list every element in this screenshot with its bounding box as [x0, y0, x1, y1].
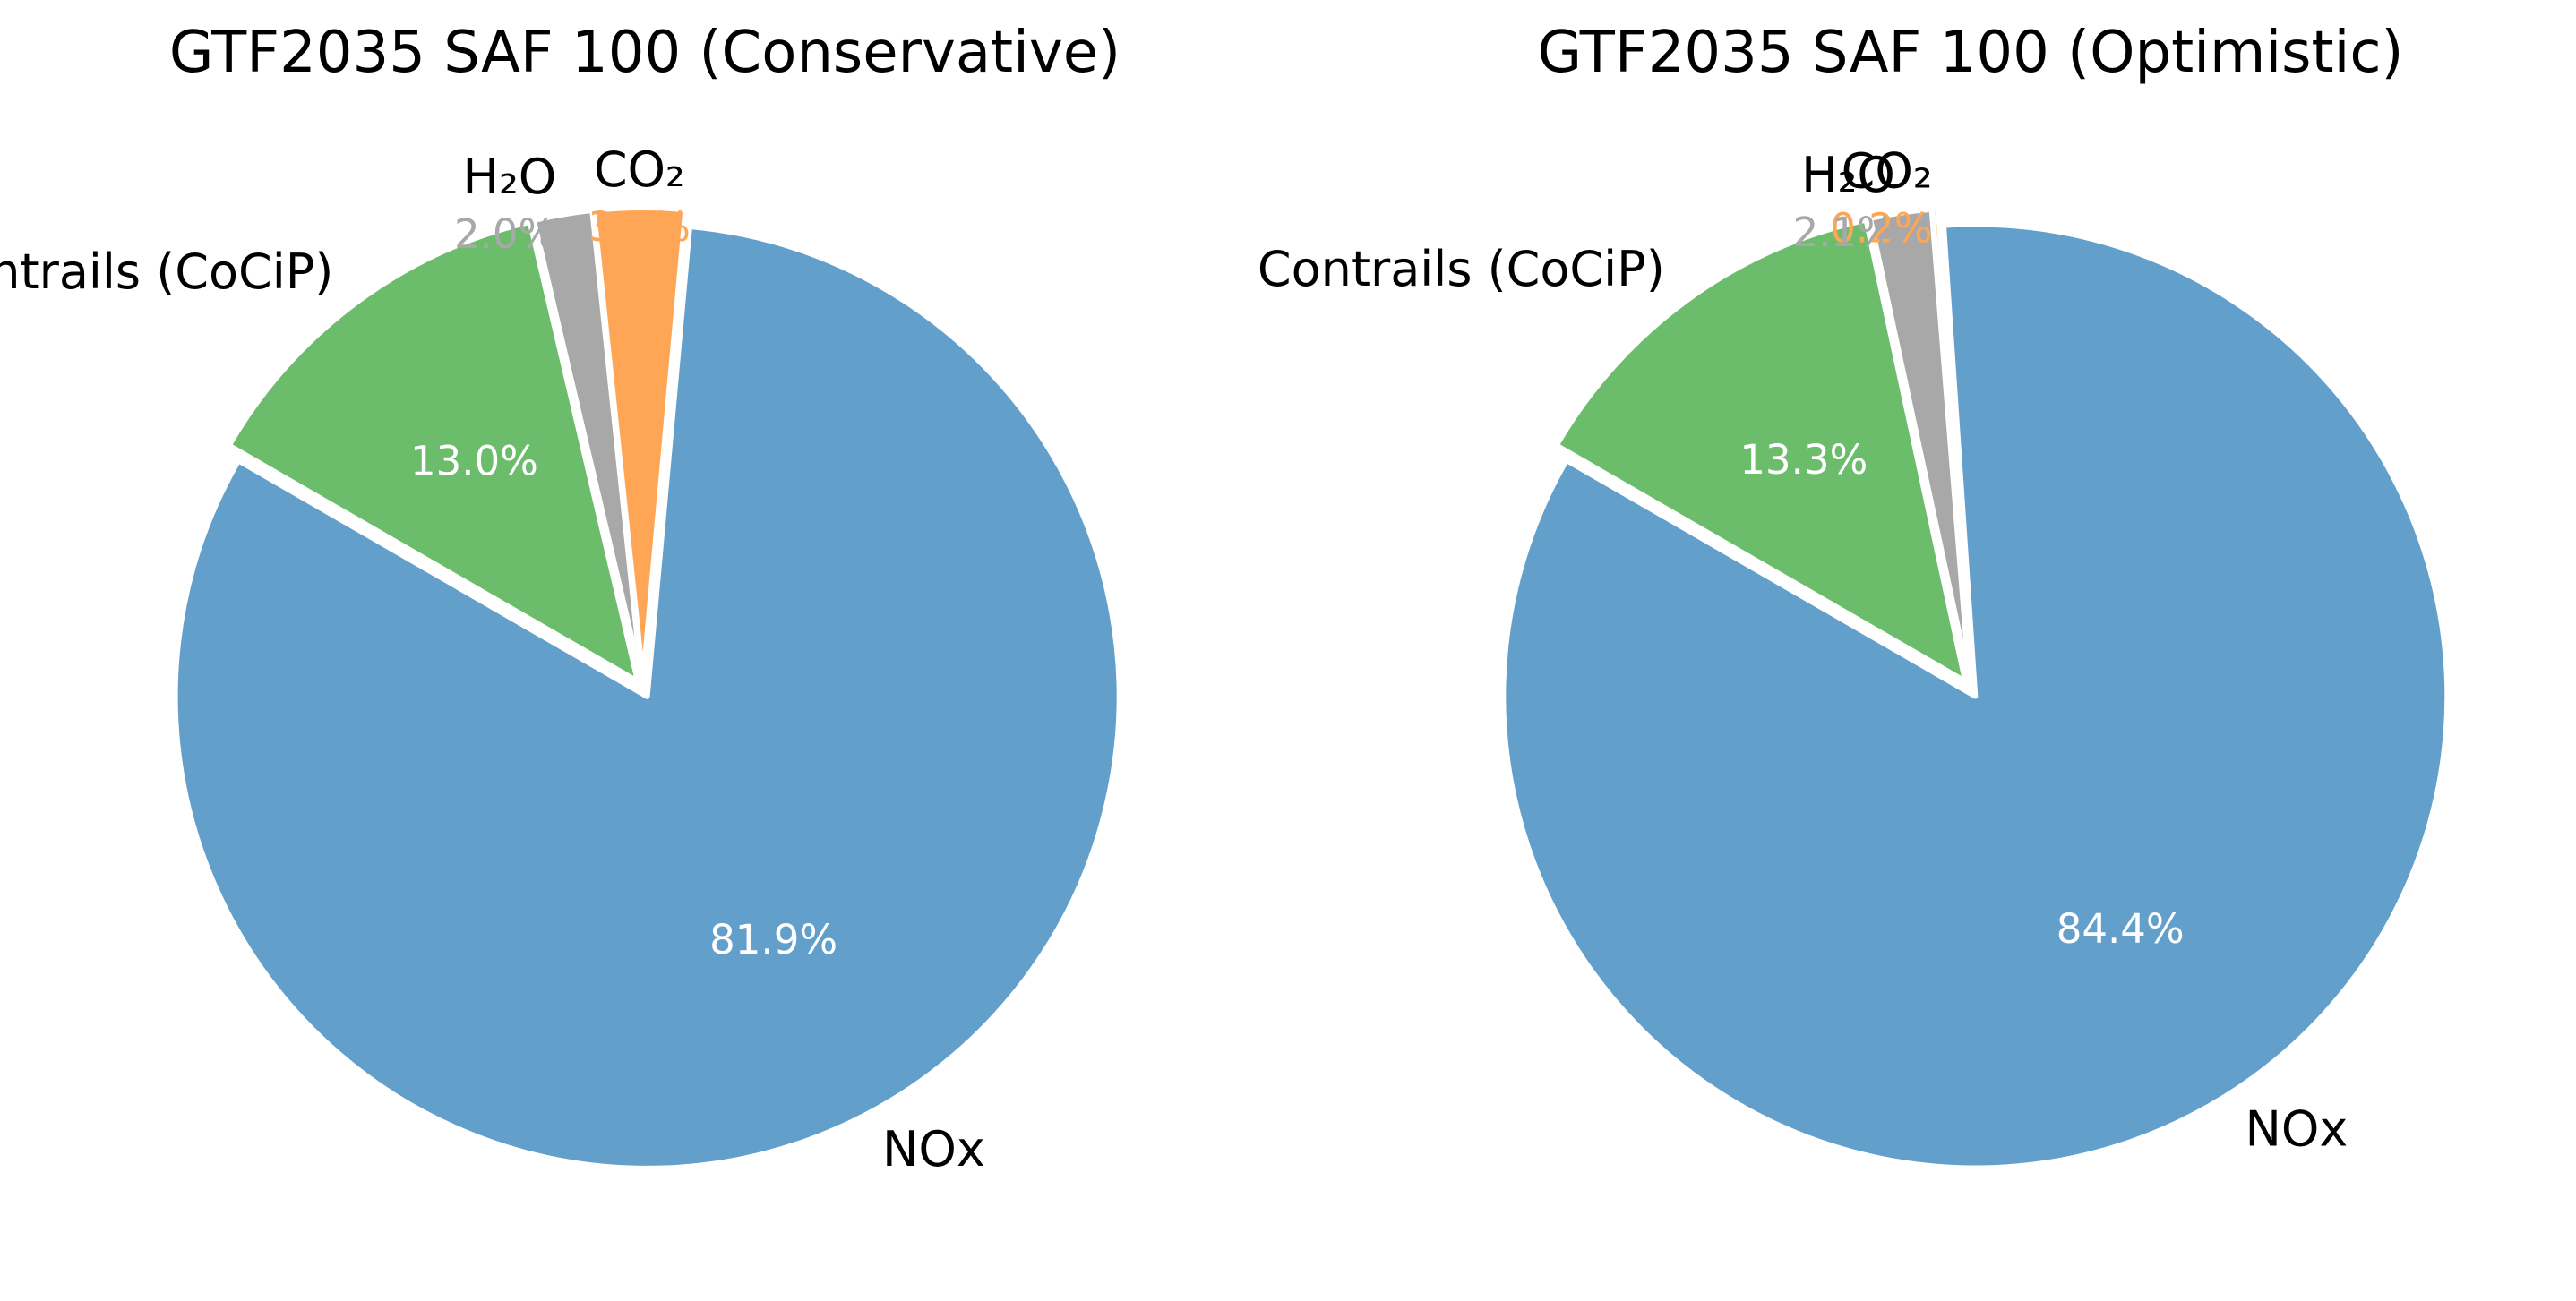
- slice-label-contrails-cocip: Contrails (CoCiP): [0, 244, 333, 300]
- chart-title: GTF2035 SAF 100 (Conservative): [169, 20, 1121, 86]
- slice-percent-contrails-cocip: 13.0%: [410, 438, 538, 485]
- pie-labels: NOx 84.4% CO₂ 0.2%H₂O 2.1% Contrails (CoCiP) 1…: [1258, 142, 2348, 1157]
- slice-label-h-o: H₂O: [1801, 147, 1895, 203]
- slice-label-contrails-cocip: Contrails (CoCiP): [1258, 241, 1665, 297]
- pie-slice-contrails-cocip: [1553, 217, 1969, 684]
- slice-percent-contrails-cocip: 13.3%: [1739, 436, 1868, 484]
- pie-slices: [172, 205, 1122, 1171]
- slice-percent-h-o: 2.0%: [454, 210, 556, 258]
- chart-title: GTF2035 SAF 100 (Optimistic): [1537, 20, 2403, 86]
- slice-percent-h-o: 2.1%: [1793, 209, 1895, 256]
- slice-percent-nox: 81.9%: [709, 916, 837, 963]
- pie-slice-nox: [1500, 221, 2451, 1171]
- pie-chart-optimistic: GTF2035 SAF 100 (Optimistic) NOx 84.4% CO₂…: [1258, 20, 2451, 1171]
- pie-slice-nox: [172, 224, 1122, 1171]
- slice-percent-nox: 84.4%: [2057, 905, 2185, 953]
- pie-slice-contrails-cocip: [226, 218, 641, 684]
- pie-slice-h-o: [530, 208, 645, 683]
- slice-label-co: CO₂: [1842, 142, 1933, 199]
- pie-labels: NOx 81.9% CO₂ 3.1% H₂O 2.0% Contrails (CoCiP) 1…: [0, 141, 985, 1177]
- slice-percent-co: 3.1%: [588, 203, 691, 251]
- pie-slice-h-o: [1867, 206, 1972, 683]
- pie-chart-conservative: GTF2035 SAF 100 (Conservative) NOx 81.9% C…: [0, 20, 1122, 1177]
- slice-label-nox: NOx: [882, 1121, 985, 1177]
- pie-slices: [1500, 206, 2451, 1171]
- slice-label-co: CO₂: [594, 141, 685, 198]
- slice-label-nox: NOx: [2245, 1101, 2348, 1158]
- slice-label-h-o: H₂O: [463, 149, 557, 205]
- slice-percent-co: 0.2%: [1830, 204, 1932, 252]
